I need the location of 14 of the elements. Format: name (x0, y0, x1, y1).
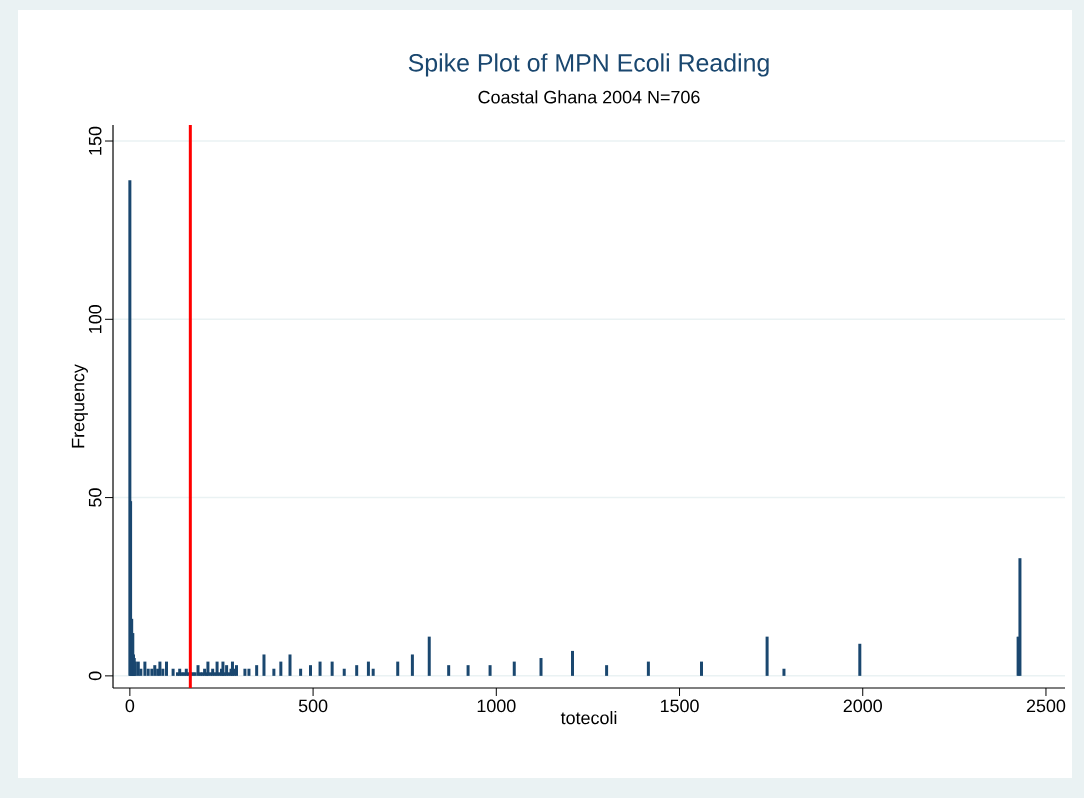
chart-title: Spike Plot of MPN Ecoli Reading (408, 53, 769, 77)
y-tick-label: 150 (88, 126, 102, 155)
x-axis-title: totecoli (560, 711, 617, 725)
y-tick-label: 100 (88, 305, 102, 333)
x-tick-label: 500 (298, 699, 328, 713)
y-axis-title: Frequency (71, 364, 88, 448)
x-tick-label: 2000 (843, 699, 882, 713)
chart-subtitle: Coastal Ghana 2004 N=706 (478, 90, 700, 104)
y-tick-label: 0 (88, 671, 102, 681)
y-tick-label: 50 (88, 488, 102, 507)
x-tick-label: 1500 (660, 699, 699, 713)
x-tick-label: 1000 (477, 699, 516, 713)
x-tick-label: 2500 (1026, 699, 1066, 713)
x-tick-label: 0 (125, 699, 135, 713)
